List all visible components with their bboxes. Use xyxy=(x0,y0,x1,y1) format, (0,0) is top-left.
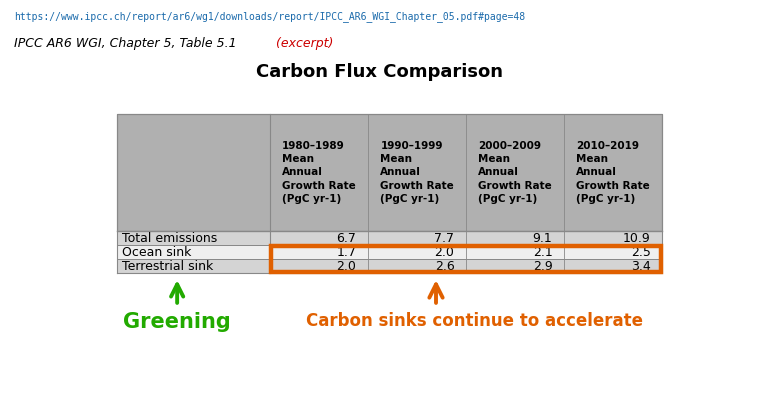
Text: Carbon sinks continue to accelerate: Carbon sinks continue to accelerate xyxy=(306,312,643,330)
Text: 1.7: 1.7 xyxy=(337,246,356,259)
Text: 3.4: 3.4 xyxy=(631,260,651,273)
Text: 2.0: 2.0 xyxy=(337,260,356,273)
Text: 1980–1989
Mean
Annual
Growth Rate
(PgC yr-1): 1980–1989 Mean Annual Growth Rate (PgC y… xyxy=(282,141,356,204)
Text: 2.1: 2.1 xyxy=(533,246,553,259)
Text: Greening: Greening xyxy=(123,312,231,332)
Text: 2000–2009
Mean
Annual
Growth Rate
(PgC yr-1): 2000–2009 Mean Annual Growth Rate (PgC y… xyxy=(478,141,552,204)
Text: 7.7: 7.7 xyxy=(435,232,454,245)
Text: 2.0: 2.0 xyxy=(435,246,454,259)
Text: https://www.ipcc.ch/report/ar6/wg1/downloads/report/IPCC_AR6_WGI_Chapter_05.pdf#: https://www.ipcc.ch/report/ar6/wg1/downl… xyxy=(14,11,525,22)
Text: Carbon Flux Comparison: Carbon Flux Comparison xyxy=(256,63,503,81)
Text: 10.9: 10.9 xyxy=(622,232,651,245)
Text: 2.6: 2.6 xyxy=(435,260,454,273)
Text: 2.5: 2.5 xyxy=(631,246,651,259)
Text: 9.1: 9.1 xyxy=(533,232,553,245)
Text: Ocean sink: Ocean sink xyxy=(122,246,192,259)
Text: Total emissions: Total emissions xyxy=(122,232,217,245)
Text: IPCC AR6 WGI, Chapter 5, Table 5.1: IPCC AR6 WGI, Chapter 5, Table 5.1 xyxy=(14,37,236,50)
Text: 2010–2019
Mean
Annual
Growth Rate
(PgC yr-1): 2010–2019 Mean Annual Growth Rate (PgC y… xyxy=(576,141,650,204)
Text: 6.7: 6.7 xyxy=(337,232,356,245)
Text: 2.9: 2.9 xyxy=(533,260,553,273)
FancyBboxPatch shape xyxy=(117,245,662,259)
FancyBboxPatch shape xyxy=(117,231,662,245)
Text: (excerpt): (excerpt) xyxy=(264,37,334,50)
FancyBboxPatch shape xyxy=(117,259,662,273)
Text: Terrestrial sink: Terrestrial sink xyxy=(122,260,214,273)
FancyBboxPatch shape xyxy=(117,114,662,231)
Text: 1990–1999
Mean
Annual
Growth Rate
(PgC yr-1): 1990–1999 Mean Annual Growth Rate (PgC y… xyxy=(380,141,454,204)
